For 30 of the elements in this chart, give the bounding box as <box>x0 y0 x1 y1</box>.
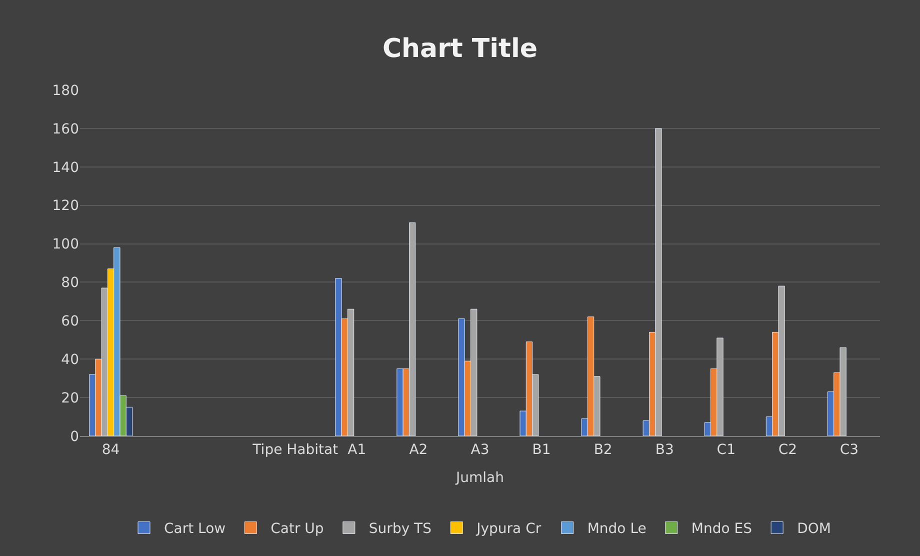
legend-label: Mndo Le <box>587 521 646 538</box>
x-tick-label: C3 <box>840 442 859 458</box>
y-tick-label: 100 <box>52 236 79 253</box>
legend-label: Catr Up <box>270 521 324 538</box>
x-tick-label: B1 <box>532 442 551 458</box>
x-tick-label: A1 <box>348 442 366 458</box>
y-tick-label: 140 <box>52 160 79 176</box>
y-tick-label: 180 <box>52 82 79 99</box>
x-axis-title: Jumlah <box>455 470 504 486</box>
legend-label: Mndo ES <box>691 521 752 538</box>
y-tick-label: 60 <box>61 314 79 330</box>
x-tick-label: C1 <box>716 442 736 458</box>
y-tick-label: 40 <box>61 352 79 368</box>
x-tick-label: B2 <box>594 442 612 458</box>
legend-label: Surby TS <box>368 521 432 538</box>
x-tick-label: A3 <box>470 442 490 458</box>
x-tick-label: B3 <box>655 442 674 458</box>
y-tick-label: 160 <box>52 121 79 138</box>
x-tick-label: A2 <box>409 442 428 458</box>
y-tick-label: 120 <box>52 198 79 214</box>
x-tick-label: C2 <box>778 442 798 458</box>
x-tick-label: 84 <box>102 442 120 458</box>
legend-label: Cart Low <box>164 521 226 538</box>
y-tick-label: 80 <box>61 275 79 292</box>
chart-title: Chart Title <box>382 34 538 64</box>
y-tick-label: 0 <box>70 428 79 445</box>
y-tick-label: 20 <box>61 390 79 406</box>
legend-label: Jypura Cr <box>476 521 542 538</box>
legend-label: DOM <box>797 521 831 538</box>
x-tick-label: Tipe Habitat <box>252 442 339 458</box>
